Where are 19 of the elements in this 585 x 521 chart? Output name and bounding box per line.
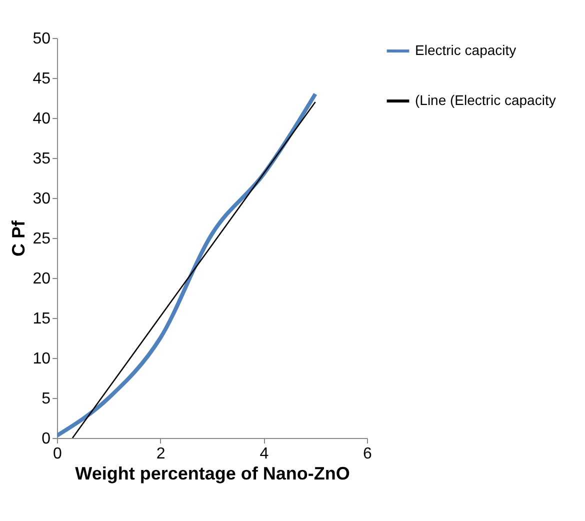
y-tick-label: 45	[32, 70, 51, 88]
y-tick-label: 20	[32, 270, 51, 288]
y-tick-label: 35	[32, 150, 51, 168]
x-tick-label: 4	[260, 446, 269, 462]
y-tick-label: 10	[32, 350, 51, 368]
y-tick-label: 15	[32, 310, 51, 328]
y-tick-label: 5	[42, 390, 51, 408]
legend-label: Electric capacity	[415, 42, 516, 58]
y-tick-label: 50	[32, 30, 51, 48]
x-tick-label: 2	[156, 446, 166, 462]
x-tick-label: 0	[53, 446, 62, 462]
y-tick-label: 30	[32, 190, 51, 208]
x-tick-label: 6	[363, 446, 372, 462]
y-tick-label: 0	[42, 430, 51, 448]
y-tick-label: 40	[32, 110, 51, 128]
y-tick-label: 25	[32, 230, 51, 248]
legend-label: (Line (Electric capacity	[415, 92, 556, 108]
x-axis-title: Weight percentage of Nano-ZnO	[75, 464, 350, 484]
y-axis-title: C Pf	[8, 219, 29, 256]
